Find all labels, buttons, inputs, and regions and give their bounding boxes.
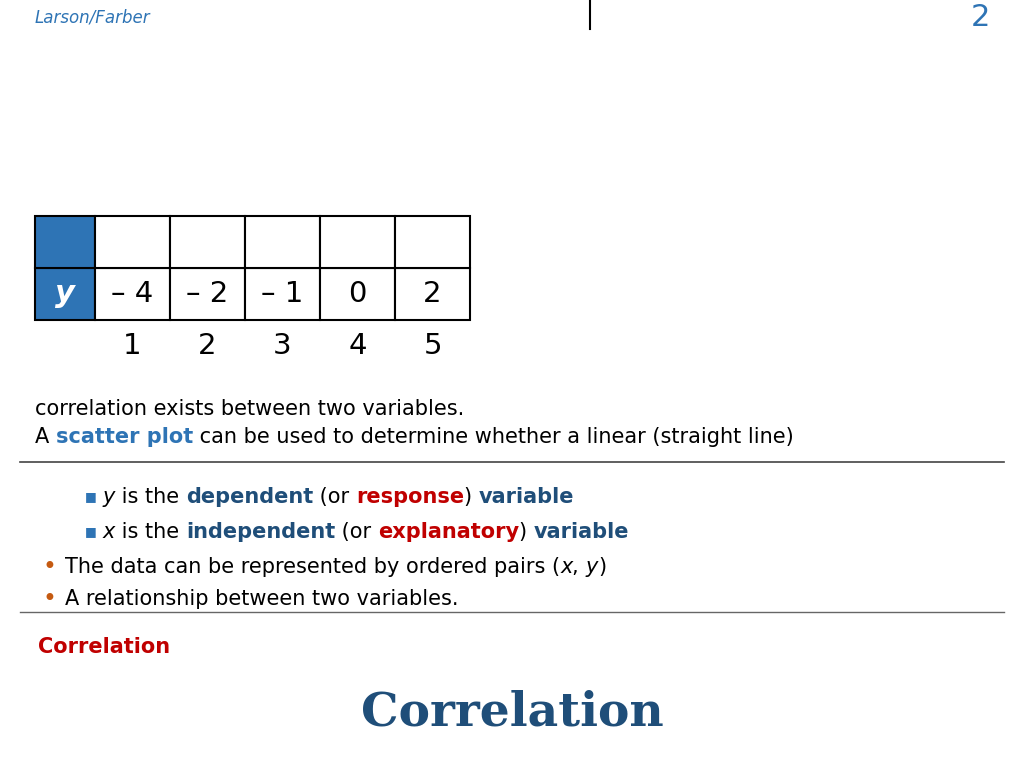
Bar	[395, 268, 470, 320]
Bar	[170, 268, 245, 320]
Text: variable: variable	[479, 487, 574, 507]
Text: ): )	[519, 522, 534, 542]
Text: 2: 2	[971, 2, 990, 31]
Text: dependent: dependent	[186, 487, 313, 507]
Text: •: •	[42, 555, 56, 579]
Text: x: x	[560, 557, 572, 577]
Bar	[170, 216, 245, 268]
Text: 4: 4	[348, 332, 367, 360]
Text: 0: 0	[348, 280, 367, 308]
Text: 2: 2	[423, 280, 441, 308]
Text: Larson/Farber: Larson/Farber	[35, 8, 151, 26]
Text: correlation exists between two variables.: correlation exists between two variables…	[35, 399, 464, 419]
Text: •: •	[42, 587, 56, 611]
Text: A: A	[35, 427, 56, 447]
Text: independent: independent	[186, 522, 336, 542]
Text: is the: is the	[116, 487, 186, 507]
Text: scatter plot: scatter plot	[56, 427, 194, 447]
Text: y: y	[103, 487, 116, 507]
Text: x: x	[103, 522, 116, 542]
Text: ■: ■	[85, 525, 96, 538]
Text: – 4: – 4	[112, 280, 154, 308]
Text: x: x	[55, 331, 75, 360]
Text: response: response	[356, 487, 464, 507]
Text: y: y	[55, 279, 75, 308]
Text: 2: 2	[199, 332, 217, 360]
Bar	[319, 268, 395, 320]
Text: – 1: – 1	[261, 280, 304, 308]
Text: The data can be represented by ordered pairs (: The data can be represented by ordered p…	[65, 557, 560, 577]
Text: (or: (or	[336, 522, 378, 542]
Text: 5: 5	[423, 332, 441, 360]
Text: ): )	[598, 557, 606, 577]
Text: y: y	[586, 557, 598, 577]
Bar	[395, 216, 470, 268]
Bar	[319, 216, 395, 268]
Text: (or: (or	[313, 487, 356, 507]
Text: can be used to determine whether a linear (straight line): can be used to determine whether a linea…	[194, 427, 794, 447]
Bar	[35, 216, 95, 268]
Text: ,: ,	[572, 557, 586, 577]
Text: 1: 1	[123, 332, 141, 360]
Bar	[245, 216, 319, 268]
Bar	[95, 268, 170, 320]
Bar	[245, 268, 319, 320]
Text: is the: is the	[116, 522, 186, 542]
Text: 3: 3	[273, 332, 292, 360]
Bar	[95, 216, 170, 268]
Text: Correlation: Correlation	[38, 637, 170, 657]
Text: Correlation: Correlation	[360, 689, 664, 735]
Bar	[35, 268, 95, 320]
Text: explanatory: explanatory	[378, 522, 519, 542]
Text: – 2: – 2	[186, 280, 228, 308]
Text: ■: ■	[85, 491, 96, 503]
Text: ): )	[464, 487, 479, 507]
Text: variable: variable	[534, 522, 630, 542]
Text: A relationship between two variables.: A relationship between two variables.	[65, 589, 459, 609]
